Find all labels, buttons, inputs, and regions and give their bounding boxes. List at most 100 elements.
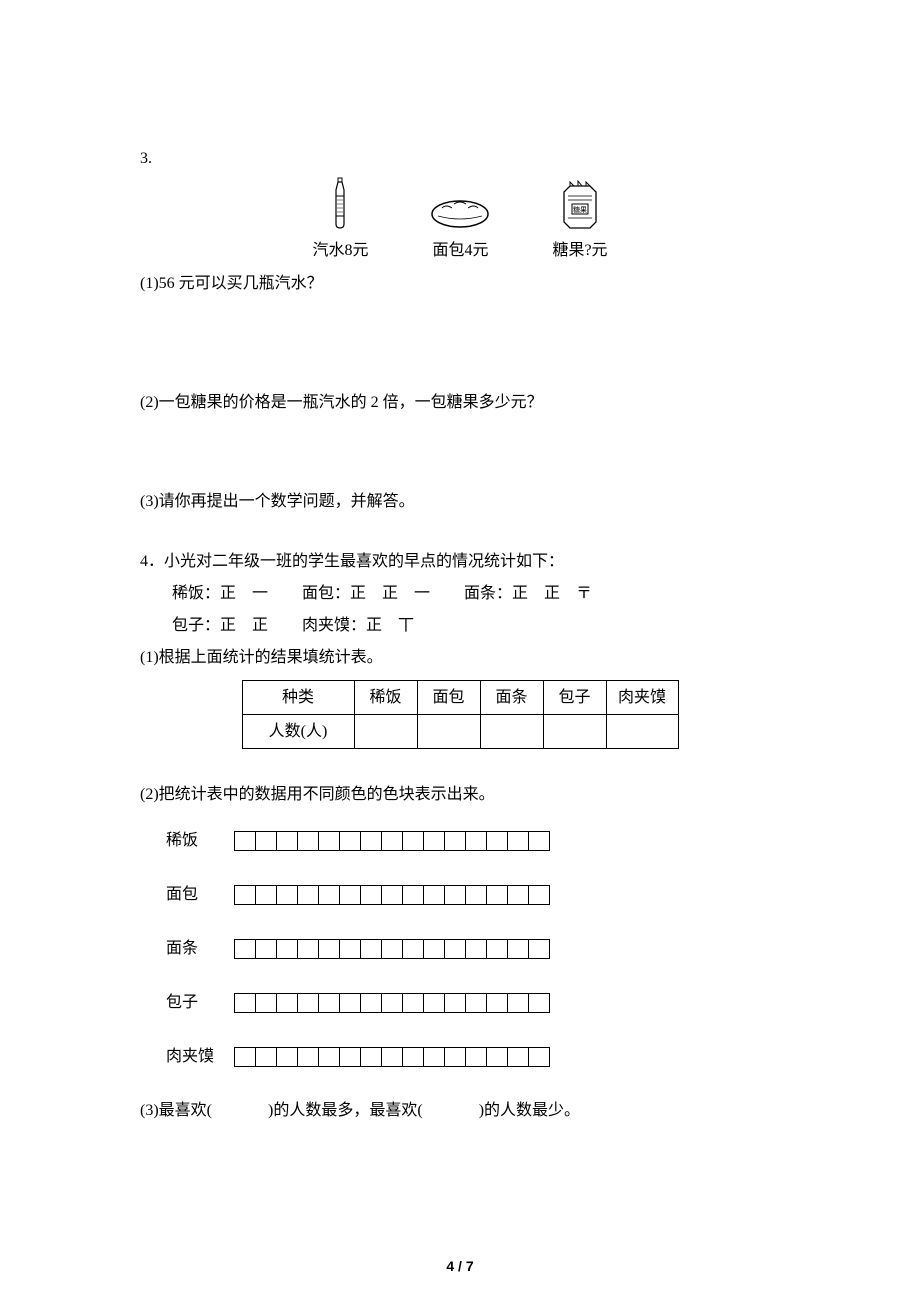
soda-icon [330, 176, 350, 230]
chart-cell[interactable] [360, 831, 382, 851]
chart-cell[interactable] [507, 885, 529, 905]
chart-cell[interactable] [465, 885, 487, 905]
chart-cell[interactable] [297, 1047, 319, 1067]
chart-cell[interactable] [297, 885, 319, 905]
chart-cell[interactable] [402, 885, 424, 905]
chart-cell[interactable] [486, 885, 508, 905]
chart-cell[interactable] [276, 1047, 298, 1067]
chart-cell[interactable] [339, 993, 361, 1013]
chart-cell[interactable] [402, 831, 424, 851]
q4-blank1[interactable] [216, 1102, 264, 1119]
chart-bar[interactable] [234, 885, 550, 905]
td-xifan[interactable] [354, 715, 417, 749]
chart-cell[interactable] [402, 993, 424, 1013]
chart-cell[interactable] [339, 1047, 361, 1067]
chart-cell[interactable] [486, 1047, 508, 1067]
table-row: 人数(人) [242, 715, 678, 749]
chart-cell[interactable] [528, 1047, 550, 1067]
tally-baozi: 包子：正 正 [172, 610, 268, 642]
td-mianbao[interactable] [417, 715, 480, 749]
td-miantiao[interactable] [480, 715, 543, 749]
td-roujiamo[interactable] [606, 715, 678, 749]
chart-cell[interactable] [381, 939, 403, 959]
td-count-label: 人数(人) [242, 715, 354, 749]
chart-cell[interactable] [255, 831, 277, 851]
chart-cell[interactable] [528, 993, 550, 1013]
chart-cell[interactable] [423, 1047, 445, 1067]
q4-tally-line1: 稀饭：正 一 面包：正 正 一 面条：正 正 〒 [140, 578, 780, 610]
chart-cell[interactable] [234, 939, 256, 959]
chart-cell[interactable] [339, 885, 361, 905]
chart-cell[interactable] [507, 1047, 529, 1067]
td-baozi[interactable] [543, 715, 606, 749]
chart-cell[interactable] [465, 939, 487, 959]
chart-cell[interactable] [486, 939, 508, 959]
chart-bar[interactable] [234, 993, 550, 1013]
bread-icon [428, 176, 492, 230]
chart-cell[interactable] [444, 939, 466, 959]
chart-label: 肉夹馍 [166, 1041, 234, 1073]
chart-cell[interactable] [507, 993, 529, 1013]
chart-cell[interactable] [528, 831, 550, 851]
chart-cell[interactable] [360, 939, 382, 959]
chart-cell[interactable] [423, 939, 445, 959]
chart-cell[interactable] [255, 939, 277, 959]
chart-cell[interactable] [318, 885, 340, 905]
tally-miantiao: 面条：正 正 〒 [464, 578, 592, 610]
q4-tally-line2: 包子：正 正 肉夹馍：正 丅 [140, 610, 780, 642]
chart-cell[interactable] [318, 1047, 340, 1067]
chart-cell[interactable] [234, 993, 256, 1013]
chart-cell[interactable] [276, 993, 298, 1013]
chart-cell[interactable] [402, 1047, 424, 1067]
chart-cell[interactable] [276, 939, 298, 959]
chart-cell[interactable] [465, 1047, 487, 1067]
chart-cell[interactable] [234, 831, 256, 851]
chart-cell[interactable] [444, 885, 466, 905]
q3-sub3: (3)请你再提出一个数学问题，并解答。 [140, 488, 780, 517]
chart-cell[interactable] [465, 831, 487, 851]
chart-cell[interactable] [339, 831, 361, 851]
chart-cell[interactable] [507, 831, 529, 851]
chart-cell[interactable] [486, 831, 508, 851]
chart-cell[interactable] [507, 939, 529, 959]
chart-cell[interactable] [381, 993, 403, 1013]
chart-cell[interactable] [444, 831, 466, 851]
chart-cell[interactable] [318, 831, 340, 851]
chart-cell[interactable] [444, 1047, 466, 1067]
chart-cell[interactable] [423, 831, 445, 851]
chart-cell[interactable] [528, 885, 550, 905]
chart-cell[interactable] [234, 885, 256, 905]
chart-cell[interactable] [276, 831, 298, 851]
chart-cell[interactable] [339, 939, 361, 959]
chart-cell[interactable] [255, 1047, 277, 1067]
chart-cell[interactable] [486, 993, 508, 1013]
chart-bar[interactable] [234, 1047, 550, 1067]
chart-cell[interactable] [234, 1047, 256, 1067]
chart-cell[interactable] [255, 993, 277, 1013]
item-candy: 糖果 糖果?元 [552, 176, 607, 260]
chart-cell[interactable] [444, 993, 466, 1013]
chart-cell[interactable] [297, 939, 319, 959]
chart-bar[interactable] [234, 831, 550, 851]
q4-blank2[interactable] [427, 1102, 475, 1119]
chart-cell[interactable] [318, 993, 340, 1013]
chart-cell[interactable] [528, 939, 550, 959]
chart-cell[interactable] [360, 993, 382, 1013]
chart-row: 面条 [166, 933, 780, 965]
chart-cell[interactable] [360, 1047, 382, 1067]
chart-cell[interactable] [423, 993, 445, 1013]
chart-cell[interactable] [402, 939, 424, 959]
chart-cell[interactable] [465, 993, 487, 1013]
chart-cell[interactable] [318, 939, 340, 959]
chart-cell[interactable] [423, 885, 445, 905]
chart-cell[interactable] [276, 885, 298, 905]
page-number: 4 / 7 [0, 1258, 920, 1274]
chart-cell[interactable] [381, 1047, 403, 1067]
chart-cell[interactable] [360, 885, 382, 905]
chart-cell[interactable] [297, 993, 319, 1013]
chart-cell[interactable] [255, 885, 277, 905]
chart-cell[interactable] [297, 831, 319, 851]
chart-cell[interactable] [381, 831, 403, 851]
chart-cell[interactable] [381, 885, 403, 905]
chart-bar[interactable] [234, 939, 550, 959]
